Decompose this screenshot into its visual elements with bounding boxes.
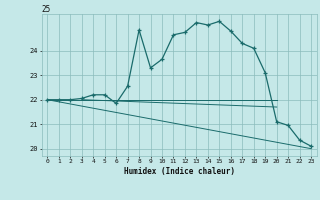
X-axis label: Humidex (Indice chaleur): Humidex (Indice chaleur)	[124, 167, 235, 176]
Text: 25: 25	[42, 5, 51, 14]
